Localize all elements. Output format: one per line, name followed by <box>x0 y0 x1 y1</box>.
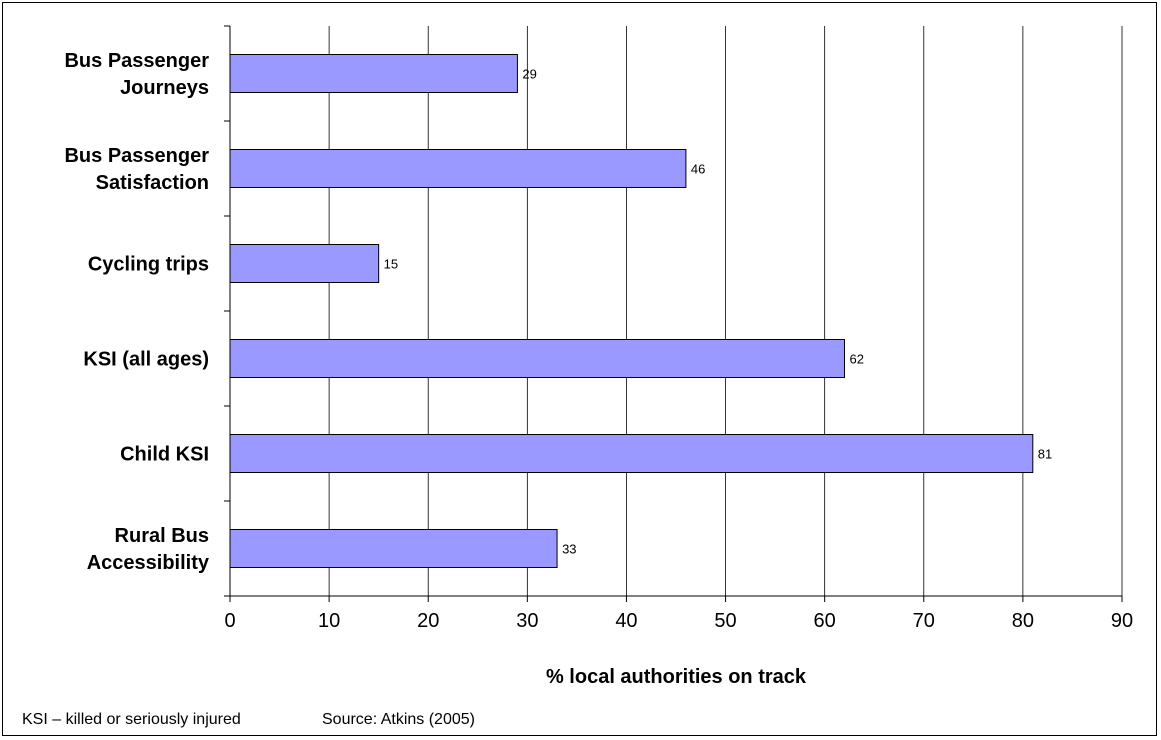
category-label: Cycling trips <box>88 254 209 276</box>
data-label: 81 <box>1038 447 1052 462</box>
category-label: Child KSI <box>120 444 209 466</box>
bar <box>229 149 687 188</box>
bar <box>229 339 845 378</box>
bar <box>229 54 518 93</box>
category-label: Bus Passenger <box>64 50 209 72</box>
x-axis-title: % local authorities on track <box>546 666 807 688</box>
bar <box>229 529 558 568</box>
data-label: 33 <box>562 542 576 557</box>
data-label: 62 <box>849 352 863 367</box>
category-label: Bus Passenger <box>64 145 209 167</box>
bar <box>229 244 380 283</box>
data-label: 46 <box>691 162 705 177</box>
x-tick-label: 80 <box>1012 610 1034 632</box>
x-tick-label: 0 <box>224 610 235 632</box>
x-tick-label: 40 <box>615 610 637 632</box>
category-label: Rural Bus <box>115 525 209 547</box>
x-tick-label: 30 <box>516 610 538 632</box>
category-label: Accessibility <box>87 552 210 574</box>
x-tick-label: 90 <box>1111 610 1133 632</box>
x-tick-label: 60 <box>814 610 836 632</box>
category-label: Journeys <box>120 77 209 99</box>
category-label: Satisfaction <box>96 172 209 194</box>
x-tick-label: 20 <box>417 610 439 632</box>
source-note: Source: Atkins (2005) <box>322 711 475 728</box>
x-tick-label: 70 <box>913 610 935 632</box>
category-label: KSI (all ages) <box>83 349 209 371</box>
ksi-definition-note: KSI – killed or seriously injured <box>22 711 241 728</box>
data-label: 15 <box>384 257 398 272</box>
x-tick-label: 10 <box>318 610 340 632</box>
data-label: 29 <box>522 67 536 82</box>
bar <box>229 434 1034 473</box>
x-tick-label: 50 <box>714 610 736 632</box>
